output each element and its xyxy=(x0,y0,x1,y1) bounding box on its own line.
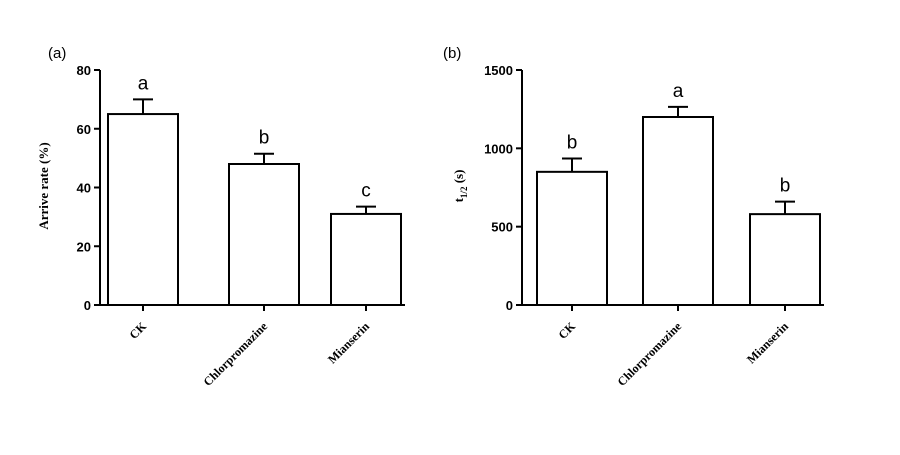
panel-a-y-tick-label: 80 xyxy=(77,63,91,78)
panel-a-label: (a) xyxy=(48,45,66,62)
panel-a-significance-letter: a xyxy=(138,73,149,94)
panel-a-y-tick-label: 60 xyxy=(77,122,91,137)
panel-b-y-tick-label: 1500 xyxy=(484,63,513,78)
panel-a: 0 20 40 60 80 a CK b Chlorpromazine c Mianserin xyxy=(77,63,405,389)
panel-a-y-axis-title: Arrive rate (%) xyxy=(36,142,51,229)
panel-b-y-axis-title-main: t xyxy=(451,197,466,202)
panel-b-significance-letter: b xyxy=(780,176,791,197)
panel-a-significance-letter: c xyxy=(361,181,371,202)
panel-a-y-tick-label: 40 xyxy=(77,181,91,196)
panel-a-bar xyxy=(330,212,402,306)
panel-a-significance-letter: b xyxy=(259,128,270,149)
panel-b-bar xyxy=(642,116,714,306)
panel-b-y-axis-title-sub: 1/2 xyxy=(459,186,469,198)
panel-b-category-label: Chlorpromazine xyxy=(615,319,685,389)
panel-b-y-axis-title-unit: (s) xyxy=(451,170,466,187)
panel-b-y-axis-title: t1/2 (s) xyxy=(451,170,469,203)
panel-a-bar xyxy=(107,113,179,306)
panel-a-category-label: Chlorpromazine xyxy=(201,319,271,389)
panel-b-bar xyxy=(749,213,821,306)
panel-a-y-tick-label: 20 xyxy=(77,239,91,254)
panel-b-significance-letter: a xyxy=(673,81,684,102)
panel-a-category-label: CK xyxy=(126,319,149,342)
panel-b-y-tick-label: 1000 xyxy=(484,141,513,156)
panel-a-category-label: Mianserin xyxy=(325,319,372,366)
panel-b-y-tick-label: 0 xyxy=(506,298,513,313)
panel-b-significance-letter: b xyxy=(567,133,578,154)
panel-b-label: (b) xyxy=(443,45,461,62)
panel-a-y-tick-label: 0 xyxy=(84,298,91,313)
panel-b-category-label: Mianserin xyxy=(744,319,791,366)
panel-b-bar xyxy=(536,170,608,306)
panel-b-y-tick-label: 500 xyxy=(491,220,513,235)
panel-b-category-label: CK xyxy=(555,319,578,342)
panel-b: 0 500 1000 1500 b CK a Chlorpromazine b Mianserin xyxy=(484,63,824,389)
panel-a-bar xyxy=(228,163,300,306)
